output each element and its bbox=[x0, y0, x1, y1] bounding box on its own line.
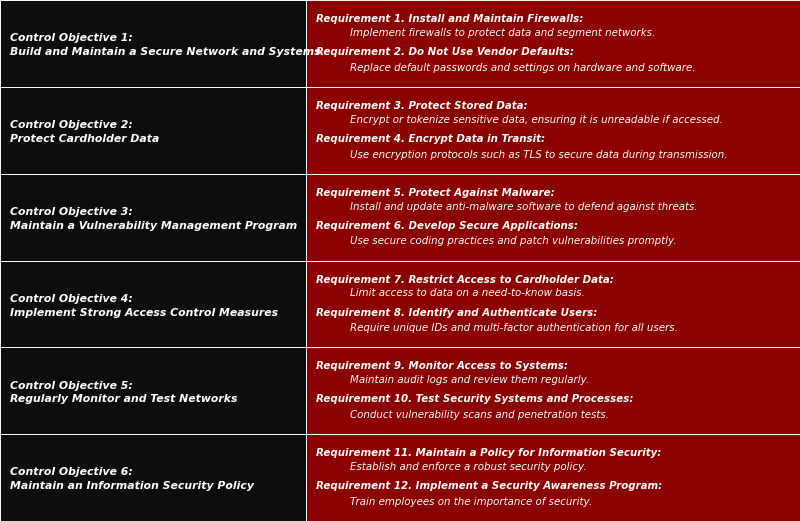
Text: Limit access to data on a need-to-know basis.: Limit access to data on a need-to-know b… bbox=[350, 289, 586, 299]
Text: Implement Strong Access Control Measures: Implement Strong Access Control Measures bbox=[10, 307, 278, 318]
Text: Control Objective 3:: Control Objective 3: bbox=[10, 207, 132, 217]
Text: Build and Maintain a Secure Network and Systems: Build and Maintain a Secure Network and … bbox=[10, 47, 320, 57]
Bar bbox=[0, 348, 306, 434]
Bar bbox=[306, 260, 800, 348]
Text: Requirement 3. Protect Stored Data:: Requirement 3. Protect Stored Data: bbox=[316, 101, 528, 111]
Text: Requirement 6. Develop Secure Applications:: Requirement 6. Develop Secure Applicatio… bbox=[316, 221, 578, 231]
Bar bbox=[0, 87, 306, 173]
Text: Control Objective 6:: Control Objective 6: bbox=[10, 467, 132, 477]
Text: Control Objective 4:: Control Objective 4: bbox=[10, 294, 132, 304]
Text: Replace default passwords and settings on hardware and software.: Replace default passwords and settings o… bbox=[350, 63, 696, 73]
Bar bbox=[306, 348, 800, 434]
Text: Maintain a Vulnerability Management Program: Maintain a Vulnerability Management Prog… bbox=[10, 221, 297, 231]
Text: Requirement 2. Do Not Use Vendor Defaults:: Requirement 2. Do Not Use Vendor Default… bbox=[316, 47, 574, 57]
Text: Implement firewalls to protect data and segment networks.: Implement firewalls to protect data and … bbox=[350, 28, 656, 38]
Text: Conduct vulnerability scans and penetration tests.: Conduct vulnerability scans and penetrat… bbox=[350, 410, 610, 420]
Text: Maintain an Information Security Policy: Maintain an Information Security Policy bbox=[10, 481, 254, 491]
Text: Train employees on the importance of security.: Train employees on the importance of sec… bbox=[350, 497, 593, 507]
Text: Use encryption protocols such as TLS to secure data during transmission.: Use encryption protocols such as TLS to … bbox=[350, 150, 728, 159]
Text: Requirement 4. Encrypt Data in Transit:: Requirement 4. Encrypt Data in Transit: bbox=[316, 134, 545, 144]
Text: Regularly Monitor and Test Networks: Regularly Monitor and Test Networks bbox=[10, 394, 237, 404]
Text: Requirement 10. Test Security Systems and Processes:: Requirement 10. Test Security Systems an… bbox=[316, 394, 634, 404]
Text: Requirement 1. Install and Maintain Firewalls:: Requirement 1. Install and Maintain Fire… bbox=[316, 14, 583, 24]
Text: Maintain audit logs and review them regularly.: Maintain audit logs and review them regu… bbox=[350, 375, 590, 386]
Text: Control Objective 2:: Control Objective 2: bbox=[10, 120, 132, 130]
Text: Establish and enforce a robust security policy.: Establish and enforce a robust security … bbox=[350, 462, 587, 472]
Bar bbox=[0, 0, 306, 87]
Text: Requirement 5. Protect Against Malware:: Requirement 5. Protect Against Malware: bbox=[316, 188, 554, 198]
Text: Control Objective 5:: Control Objective 5: bbox=[10, 380, 132, 391]
Text: Requirement 11. Maintain a Policy for Information Security:: Requirement 11. Maintain a Policy for In… bbox=[316, 448, 662, 458]
Text: Protect Cardholder Data: Protect Cardholder Data bbox=[10, 134, 159, 144]
Bar bbox=[0, 173, 306, 260]
Text: Use secure coding practices and patch vulnerabilities promptly.: Use secure coding practices and patch vu… bbox=[350, 237, 677, 246]
Bar bbox=[306, 0, 800, 87]
Text: Install and update anti-malware software to defend against threats.: Install and update anti-malware software… bbox=[350, 202, 698, 212]
Bar bbox=[0, 434, 306, 521]
Text: Requirement 7. Restrict Access to Cardholder Data:: Requirement 7. Restrict Access to Cardho… bbox=[316, 275, 614, 284]
Bar bbox=[306, 173, 800, 260]
Text: Require unique IDs and multi-factor authentication for all users.: Require unique IDs and multi-factor auth… bbox=[350, 323, 678, 333]
Bar bbox=[306, 434, 800, 521]
Bar bbox=[306, 87, 800, 173]
Bar bbox=[0, 260, 306, 348]
Text: Control Objective 1:: Control Objective 1: bbox=[10, 33, 132, 43]
Text: Requirement 9. Monitor Access to Systems:: Requirement 9. Monitor Access to Systems… bbox=[316, 362, 568, 371]
Text: Encrypt or tokenize sensitive data, ensuring it is unreadable if accessed.: Encrypt or tokenize sensitive data, ensu… bbox=[350, 115, 723, 125]
Text: Requirement 8. Identify and Authenticate Users:: Requirement 8. Identify and Authenticate… bbox=[316, 307, 598, 318]
Text: Requirement 12. Implement a Security Awareness Program:: Requirement 12. Implement a Security Awa… bbox=[316, 481, 662, 491]
